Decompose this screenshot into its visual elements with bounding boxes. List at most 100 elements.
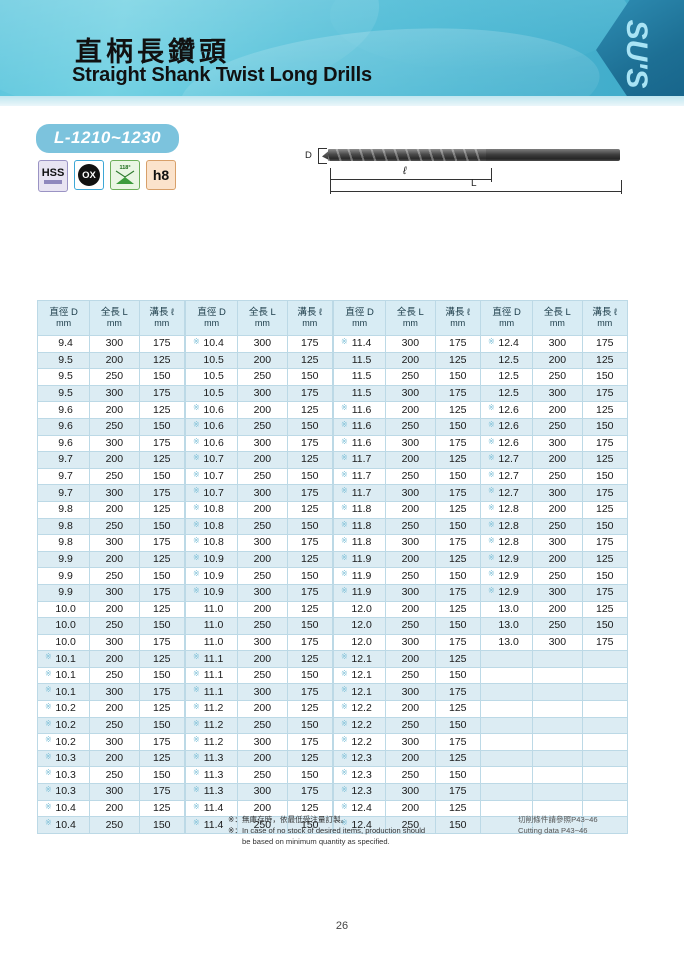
cell-diameter: ※ 10.7	[184, 467, 239, 486]
cell-diameter: ※ 10.1	[36, 666, 91, 685]
cell-flute-length: 125	[286, 700, 334, 718]
cell-diameter	[479, 816, 534, 834]
cell-diameter-value: 12.6	[498, 436, 519, 449]
cell-overall-length: 300	[89, 733, 140, 751]
non-stock-marker-icon: ※	[45, 818, 52, 828]
table-row: 10.5 250 150	[184, 368, 334, 386]
cell-overall-length: 300	[385, 484, 436, 502]
non-stock-marker-icon: ※	[193, 486, 200, 496]
table-row: 10.0 300 175	[36, 633, 186, 652]
cell-flute-length: 150	[581, 368, 629, 386]
cell-diameter-value: 13.0	[498, 602, 519, 615]
cell-diameter-value: 13.0	[498, 635, 519, 648]
cell-diameter: 10.0	[36, 600, 91, 619]
cell-flute-length	[581, 700, 629, 718]
cell-diameter-value: 10.6	[203, 420, 224, 433]
cell-flute-length: 175	[434, 384, 482, 403]
cell-flute-length: 175	[138, 335, 186, 353]
cell-flute-length: 175	[138, 583, 186, 602]
table-row: 9.7 300 175	[36, 484, 186, 502]
cell-diameter-value: 9.6	[58, 420, 73, 433]
cell-diameter-value: 10.2	[55, 702, 76, 715]
cell-overall-length: 250	[89, 368, 140, 386]
cell-diameter: ※ 12.6	[479, 401, 534, 419]
stock-footnote-cn: ※：無庫存時，依最低受注量訂製。	[228, 815, 349, 824]
cell-diameter: ※ 10.9	[184, 550, 239, 569]
cell-diameter: 11.5	[332, 368, 387, 386]
table-row	[479, 783, 629, 801]
cell-flute-length	[581, 783, 629, 801]
cell-diameter-value: 10.6	[203, 403, 224, 416]
cell-overall-length: 300	[237, 733, 288, 751]
cell-overall-length	[532, 766, 583, 785]
cell-flute-length: 175	[434, 534, 482, 552]
cell-flute-length: 150	[434, 666, 482, 685]
non-stock-marker-icon: ※	[341, 751, 348, 761]
cell-flute-length: 125	[286, 600, 334, 619]
cell-diameter-value: 10.4	[203, 337, 224, 350]
cell-flute-length: 150	[138, 716, 186, 735]
table-row: ※ 10.1 250 150	[36, 666, 186, 685]
point-angle-glyph: 118°	[115, 165, 135, 184]
cell-diameter-value: 11.0	[203, 619, 224, 632]
cell-overall-length: 300	[532, 384, 583, 403]
non-stock-marker-icon: ※	[341, 453, 348, 463]
cell-overall-length: 200	[89, 650, 140, 668]
cell-flute-length: 150	[434, 617, 482, 635]
cell-overall-length	[532, 749, 583, 768]
cell-diameter-value: 9.4	[58, 337, 73, 350]
cell-overall-length: 300	[89, 583, 140, 602]
table-row: ※ 11.7 200 125	[332, 451, 482, 469]
cell-overall-length: 300	[385, 683, 436, 702]
cell-overall-length: 200	[385, 401, 436, 419]
table-row: ※ 11.2 300 175	[184, 733, 334, 751]
cell-overall-length	[532, 683, 583, 702]
cell-diameter: ※ 10.8	[184, 517, 239, 536]
cell-overall-length: 300	[237, 583, 288, 602]
cell-flute-length: 175	[138, 733, 186, 751]
cell-flute-length: 150	[434, 716, 482, 735]
table-row: ※ 12.8 250 150	[479, 517, 629, 536]
cell-flute-length: 125	[286, 749, 334, 768]
table-row: ※ 12.2 200 125	[332, 700, 482, 718]
cell-diameter-value: 12.4	[498, 337, 519, 350]
table-row: ※ 12.1 200 125	[332, 650, 482, 668]
non-stock-marker-icon: ※	[45, 652, 52, 662]
cell-flute-length: 175	[286, 534, 334, 552]
cell-overall-length: 250	[237, 716, 288, 735]
drill-shank-section	[486, 149, 620, 161]
cell-diameter-value: 11.2	[203, 735, 224, 748]
stock-footnote-en-1: ※：In case of no stock of desired items, …	[228, 826, 426, 835]
cell-diameter: ※ 12.7	[479, 484, 534, 502]
cell-overall-length: 300	[237, 384, 288, 403]
cell-flute-length: 175	[286, 733, 334, 751]
cell-overall-length: 250	[89, 816, 140, 834]
cell-flute-length: 175	[581, 484, 629, 502]
cell-diameter: 12.0	[332, 617, 387, 635]
cell-flute-length: 125	[286, 351, 334, 370]
table-row: 9.5 200 125	[36, 351, 186, 370]
cell-diameter: 9.8	[36, 517, 91, 536]
non-stock-marker-icon: ※	[341, 818, 348, 828]
cell-diameter-value: 12.3	[351, 752, 372, 765]
header-cell-flute-length: 溝長 ℓ mm	[581, 300, 629, 336]
table-row: ※ 10.6 200 125	[184, 401, 334, 419]
cell-diameter: ※ 11.8	[332, 500, 387, 519]
cell-overall-length: 200	[532, 401, 583, 419]
cell-diameter-value: 11.0	[203, 602, 224, 615]
cell-overall-length: 200	[237, 650, 288, 668]
cell-diameter: ※ 10.3	[36, 783, 91, 801]
cell-flute-length: 125	[138, 799, 186, 818]
table-row: 12.5 300 175	[479, 384, 629, 403]
cell-diameter: 11.5	[332, 351, 387, 370]
cell-diameter: 11.0	[184, 633, 239, 652]
table-row: 9.4 300 175	[36, 335, 186, 353]
cell-diameter-value: 11.9	[351, 553, 372, 565]
cell-diameter: 9.5	[36, 384, 91, 403]
cell-diameter-value: 9.6	[58, 436, 73, 449]
cell-overall-length: 250	[237, 567, 288, 585]
table-row: 9.8 300 175	[36, 534, 186, 552]
